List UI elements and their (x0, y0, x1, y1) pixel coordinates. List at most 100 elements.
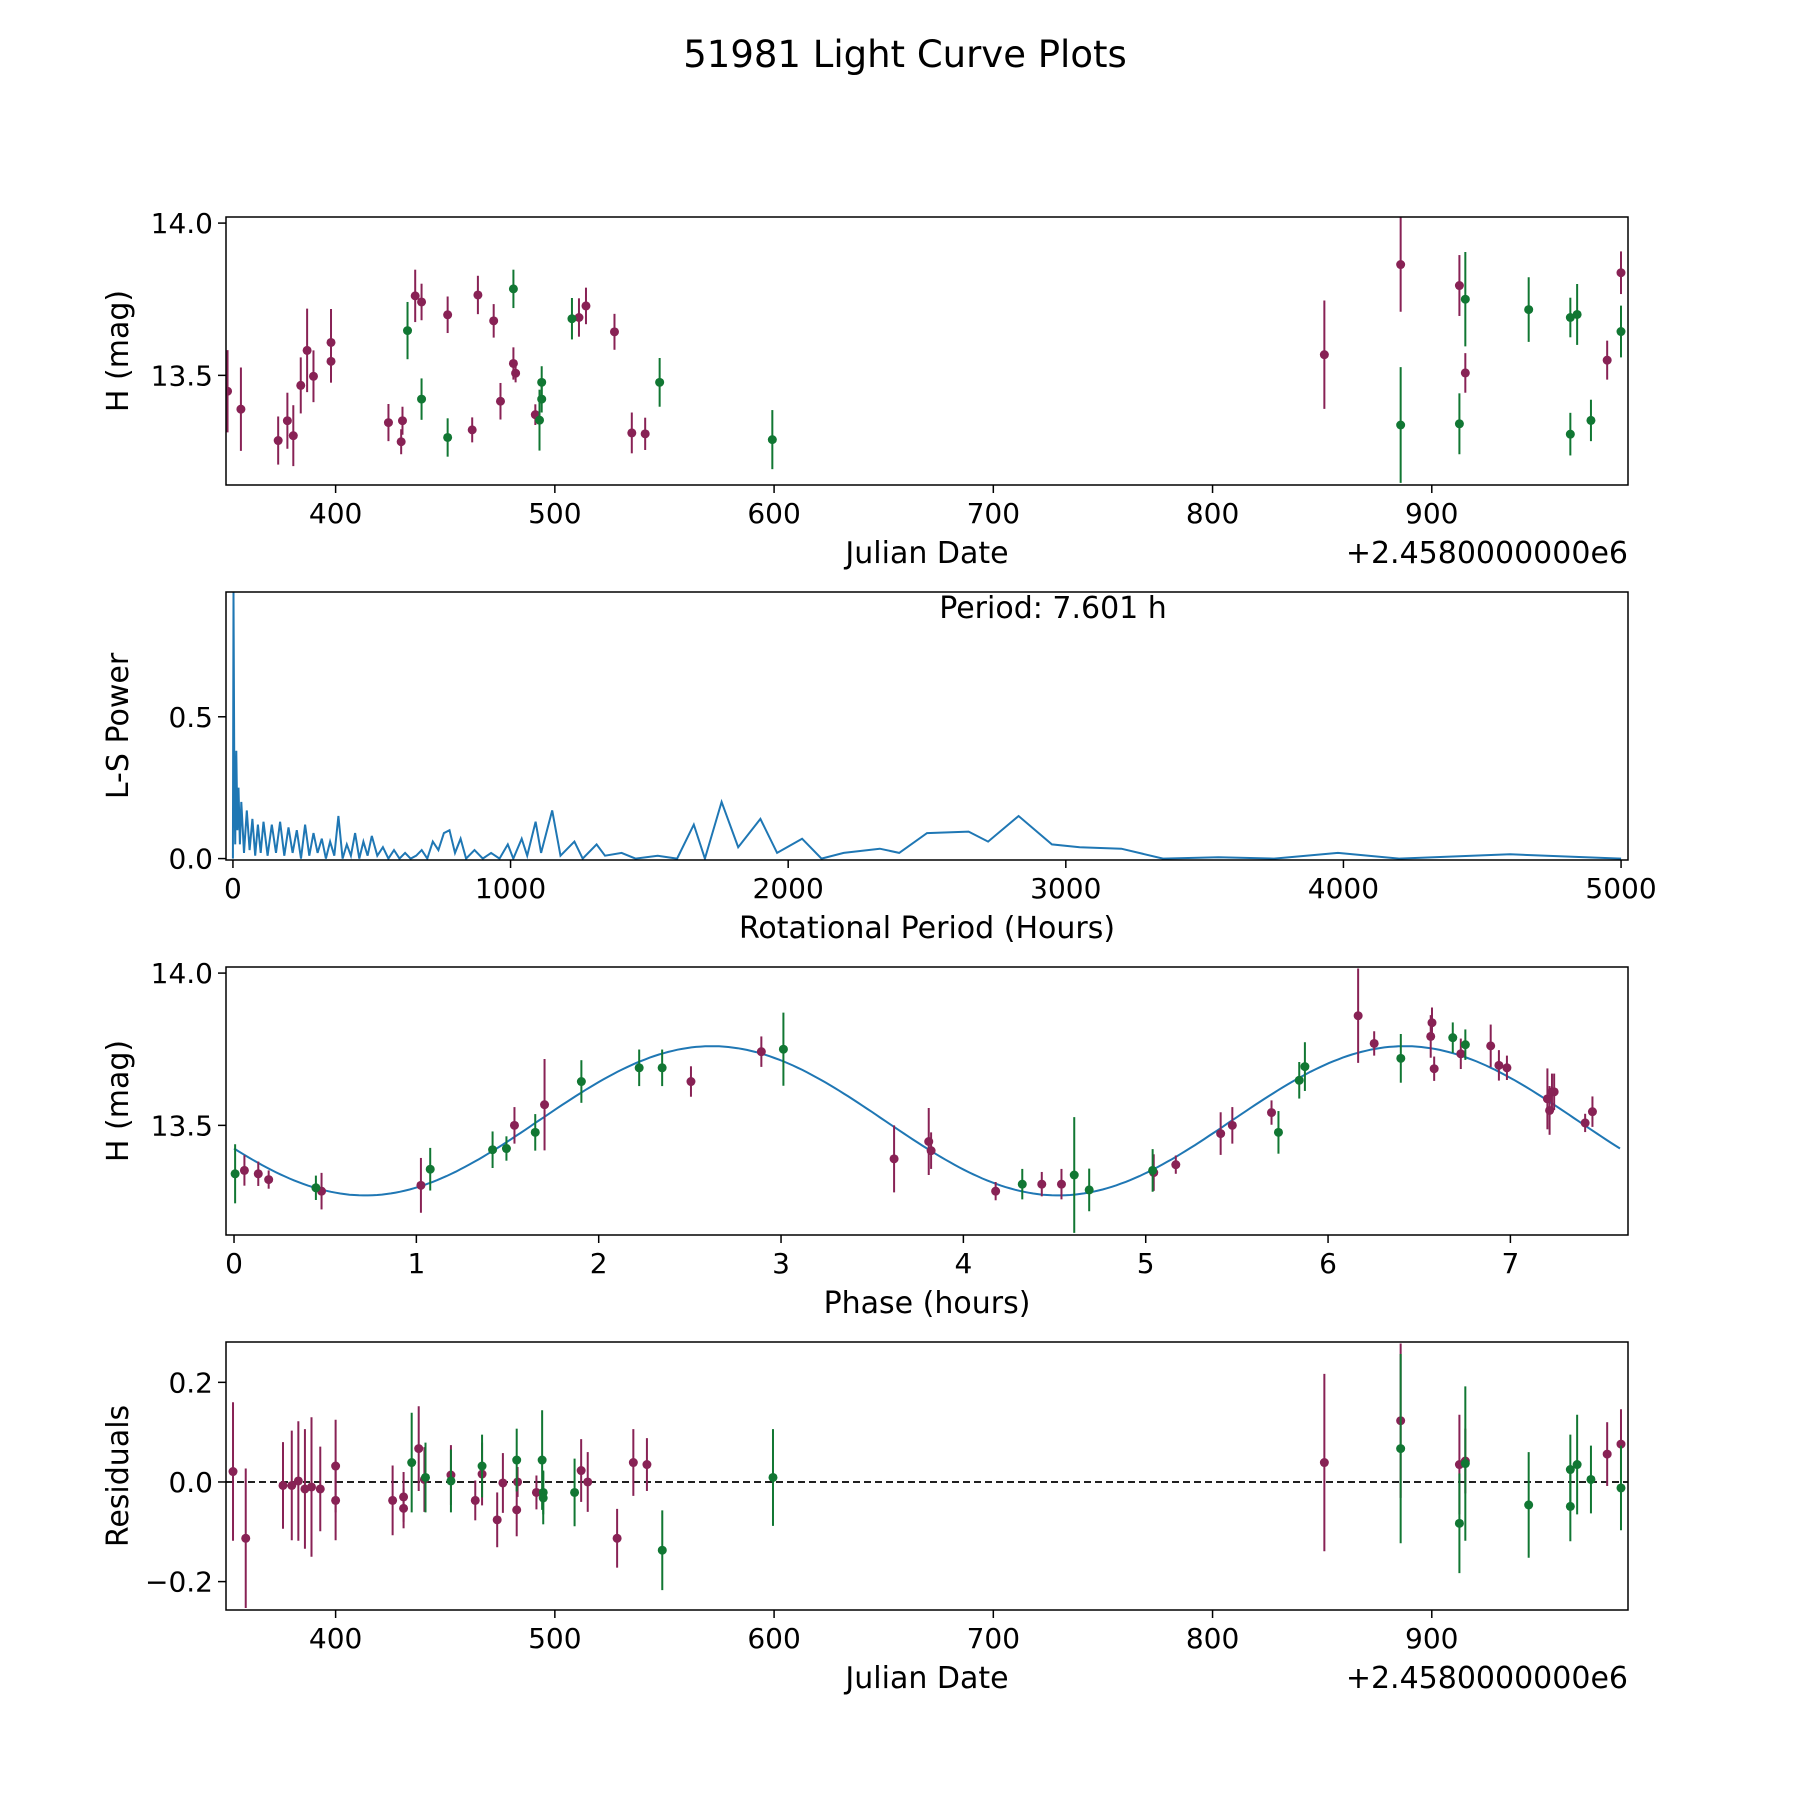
panel-lightcurve: 400 500 600 700 800 900 13.5 14.0 Julian Date H (… (101, 207, 1629, 571)
x-tick-label: 5 (1137, 1247, 1155, 1280)
filter-b-data-point (535, 415, 545, 425)
filter-a-data-point (756, 1047, 766, 1057)
filter-b-data-point (768, 1472, 778, 1482)
filter-a-data-point (498, 1478, 508, 1488)
filter-a-data-point (540, 1100, 550, 1110)
filter-a-data-point (492, 1515, 502, 1525)
filter-a-data-point (1460, 368, 1470, 378)
filter-a-data-point (531, 1487, 541, 1497)
filter-a-data-point (397, 416, 407, 426)
filter-b-data-point (567, 314, 577, 324)
y-axis-label: H (mag) (101, 1040, 136, 1162)
x-axis-label: Rotational Period (Hours) (739, 911, 1115, 946)
x-axis-label: Phase (hours) (824, 1286, 1031, 1321)
filter-a-data-point (264, 1175, 274, 1185)
filter-b-data-point (657, 1063, 667, 1073)
filter-a-data-point (1602, 1449, 1612, 1459)
filter-a-data-point (581, 301, 591, 311)
filter-b-data-point (1572, 309, 1582, 319)
x-tick-label: 1000 (475, 872, 546, 905)
plot-area (231, 592, 1622, 860)
filter-a-data-point (1353, 1011, 1363, 1021)
filter-a-data-point (1227, 1120, 1237, 1130)
filter-a-data-point (278, 1480, 288, 1490)
filter-b-data-point (634, 1063, 644, 1073)
filter-a-data-point (226, 386, 233, 396)
filter-a-data-point (470, 1495, 480, 1505)
filter-a-data-point (495, 396, 505, 406)
filter-b-data-point (477, 1461, 487, 1471)
y-tick-label: 0.0 (168, 843, 213, 876)
x-tick-label: 900 (1405, 1622, 1458, 1655)
filter-b-data-point (1586, 415, 1596, 425)
filter-b-data-point (1396, 1053, 1406, 1063)
filter-a-data-point (1429, 1064, 1439, 1074)
y-tick-label: 14.0 (151, 957, 213, 990)
period-annotation: Period: 7.601 h (939, 591, 1167, 626)
x-tick-label: 2000 (753, 872, 824, 905)
filter-a-data-point (574, 313, 584, 322)
filter-b-data-point (407, 1458, 417, 1468)
filter-a-data-point (1549, 1087, 1559, 1097)
filter-a-data-point (473, 290, 483, 300)
x-tick-label: 500 (528, 497, 581, 530)
filter-a-data-point (331, 1495, 341, 1505)
filter-b-data-point (1084, 1185, 1094, 1195)
filter-a-data-point (1580, 1118, 1590, 1128)
filter-a-data-point (1426, 1031, 1436, 1041)
x-tick-label: 500 (528, 1622, 581, 1655)
filter-a-data-point (1616, 268, 1626, 278)
filter-b-data-point (1616, 327, 1626, 337)
filter-a-data-point (443, 310, 453, 320)
filter-b-data-point (1460, 1040, 1470, 1050)
filter-a-data-point (399, 1503, 409, 1513)
axes-frame (225, 216, 1629, 486)
filter-b-data-point (311, 1183, 321, 1193)
filter-b-data-point (1300, 1062, 1310, 1072)
filter-b-data-point (655, 377, 665, 387)
filter-a-data-point (410, 291, 420, 301)
filter-a-data-point (642, 1460, 652, 1470)
filter-a-data-point (467, 425, 477, 435)
x-tick-label: 3 (772, 1247, 790, 1280)
y-tick-label: 13.5 (151, 1109, 213, 1142)
axes-frame (225, 591, 1629, 861)
panel-phased: 0 1 2 3 4 5 6 7 13.5 14.0 Phase (hours) H (mag) (101, 957, 1629, 1321)
x-tick-label: 5000 (1585, 872, 1656, 905)
y-axis-label: L-S Power (101, 652, 136, 799)
x-tick-label: 900 (1405, 497, 1458, 530)
filter-b-data-point (767, 435, 777, 445)
filter-a-data-point (609, 327, 619, 337)
filter-b-data-point (1460, 294, 1470, 304)
filter-a-data-point (239, 1165, 249, 1175)
filter-b-data-point (230, 1169, 240, 1179)
filter-a-data-point (326, 356, 336, 366)
filter-b-data-point (443, 432, 453, 442)
filter-b-data-point (538, 1493, 548, 1503)
filter-a-data-point (1267, 1108, 1277, 1118)
filter-b-data-point (1524, 305, 1534, 315)
filter-a-data-point (228, 1467, 238, 1477)
filter-a-data-point (396, 437, 406, 447)
filter-b-data-point (1017, 1179, 1027, 1189)
filter-b-data-point (1460, 1459, 1470, 1469)
filter-b-data-point (1572, 1460, 1582, 1470)
filter-a-data-point (315, 1484, 325, 1494)
filter-a-data-point (307, 1482, 317, 1492)
filter-a-data-point (287, 1480, 297, 1490)
filter-a-data-point (1502, 1063, 1512, 1073)
filter-b-data-point (1396, 420, 1406, 430)
filter-b-data-point (778, 1044, 788, 1054)
filter-b-data-point (1396, 1444, 1406, 1454)
filter-b-data-point (1616, 1483, 1626, 1493)
filter-b-data-point (1454, 419, 1464, 429)
y-tick-label: 14.0 (151, 207, 213, 240)
x-offset-text: +2.4580000000e6 (1346, 536, 1628, 571)
y-tick-label: 13.5 (151, 359, 213, 392)
filter-a-data-point (1171, 1160, 1181, 1170)
y-tick-label: 0.5 (168, 701, 213, 734)
filter-a-data-point (1427, 1018, 1437, 1028)
x-tick-label: 800 (1186, 1622, 1239, 1655)
figure-title: 51981 Light Curve Plots (683, 33, 1127, 76)
